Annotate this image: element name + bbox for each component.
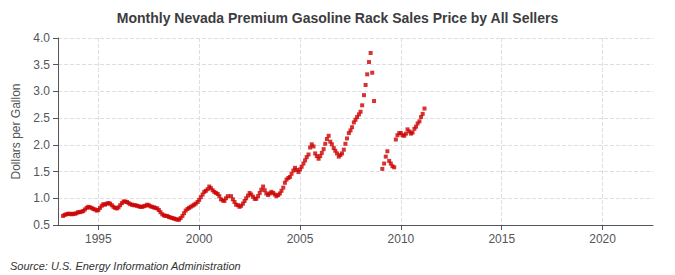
svg-text:1.0: 1.0 bbox=[33, 191, 50, 205]
svg-text:2015: 2015 bbox=[488, 232, 515, 246]
svg-text:Source: U.S. Energy Informatio: Source: U.S. Energy Information Administ… bbox=[10, 260, 241, 272]
svg-text:3.0: 3.0 bbox=[33, 84, 50, 98]
svg-text:2.5: 2.5 bbox=[33, 111, 50, 125]
svg-text:4.0: 4.0 bbox=[33, 31, 50, 45]
svg-text:1.5: 1.5 bbox=[33, 165, 50, 179]
svg-text:2005: 2005 bbox=[287, 232, 314, 246]
svg-text:2.0: 2.0 bbox=[33, 138, 50, 152]
svg-text:2000: 2000 bbox=[186, 232, 213, 246]
svg-text:2010: 2010 bbox=[388, 232, 415, 246]
svg-text:Monthly Nevada Premium Gasolin: Monthly Nevada Premium Gasoline Rack Sal… bbox=[117, 10, 559, 26]
svg-text:0.5: 0.5 bbox=[33, 218, 50, 232]
svg-text:Dollars per Gallon: Dollars per Gallon bbox=[9, 83, 23, 179]
svg-text:2020: 2020 bbox=[589, 232, 616, 246]
svg-text:1995: 1995 bbox=[85, 232, 112, 246]
svg-text:3.5: 3.5 bbox=[33, 58, 50, 72]
